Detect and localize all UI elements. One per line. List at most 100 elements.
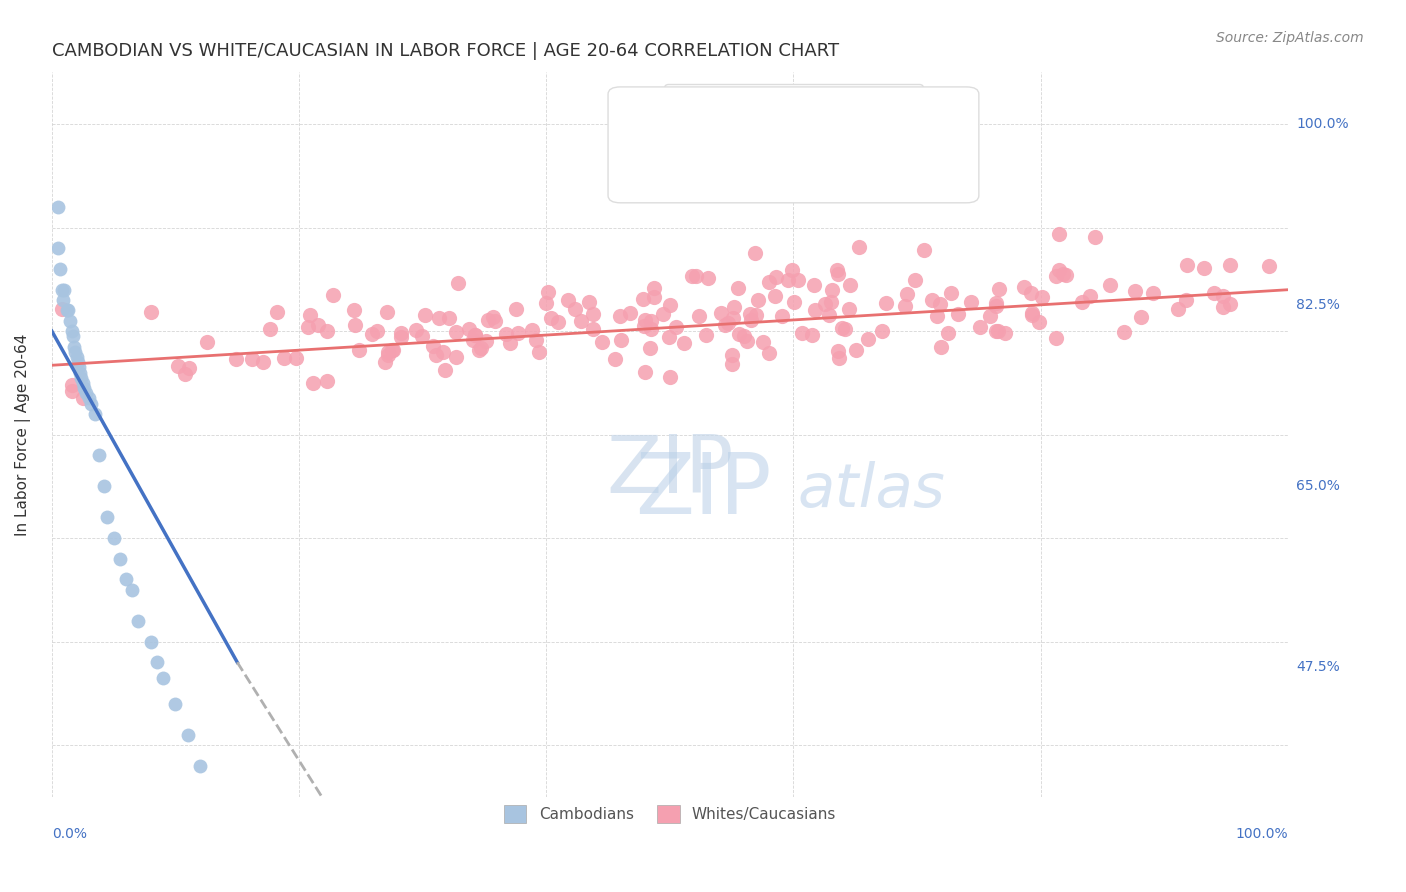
Point — [633, 318, 655, 333]
Point — [56, 303, 79, 318]
Legend: Cambodians, Whites/Caucasians: Cambodians, Whites/Caucasians — [495, 796, 845, 832]
Point — [316, 374, 339, 388]
Point — [96, 510, 118, 524]
Point — [582, 307, 605, 321]
Point — [695, 328, 717, 343]
Point — [481, 310, 503, 324]
Point — [912, 243, 935, 257]
Point — [658, 298, 681, 312]
Point — [477, 313, 499, 327]
Point — [896, 286, 918, 301]
Text: 47.5%: 47.5% — [1296, 660, 1340, 674]
Point — [534, 296, 557, 310]
Point — [578, 295, 600, 310]
Point — [374, 355, 396, 369]
Point — [527, 344, 550, 359]
Point — [225, 352, 247, 367]
Point — [817, 308, 839, 322]
Point — [782, 262, 804, 277]
Point — [557, 293, 579, 308]
Point — [1047, 262, 1070, 277]
Point — [343, 302, 366, 317]
Point — [46, 241, 69, 255]
Point — [524, 333, 547, 347]
Text: ZIP: ZIP — [606, 432, 734, 510]
Point — [904, 273, 927, 287]
Point — [1078, 289, 1101, 303]
Point — [177, 360, 200, 375]
Point — [959, 295, 981, 310]
Point — [59, 314, 82, 328]
Point — [745, 309, 768, 323]
Point — [619, 306, 641, 320]
Point — [55, 303, 77, 318]
Point — [827, 267, 849, 281]
Point — [411, 329, 433, 343]
Point — [108, 551, 131, 566]
Text: 100.0%: 100.0% — [1296, 117, 1348, 131]
Point — [720, 348, 742, 362]
Point — [582, 322, 605, 336]
Point — [377, 345, 399, 359]
Point — [69, 366, 91, 380]
Point — [747, 293, 769, 308]
Point — [73, 381, 96, 395]
Point — [640, 322, 662, 336]
Point — [605, 352, 627, 367]
Point — [1167, 301, 1189, 316]
Point — [51, 301, 73, 316]
Point — [87, 448, 110, 462]
Point — [139, 634, 162, 648]
Point — [752, 334, 775, 349]
Point — [540, 310, 562, 325]
Point — [366, 324, 388, 338]
Point — [987, 324, 1010, 338]
Point — [1052, 268, 1074, 282]
Point — [1129, 310, 1152, 325]
Point — [139, 304, 162, 318]
Point — [433, 363, 456, 377]
Point — [609, 334, 631, 348]
Point — [1054, 268, 1077, 283]
Point — [508, 326, 530, 340]
Point — [825, 263, 848, 277]
Point — [875, 295, 897, 310]
Point — [820, 295, 842, 310]
Point — [721, 310, 744, 325]
Point — [284, 351, 307, 365]
Point — [375, 304, 398, 318]
Point — [821, 283, 844, 297]
Point — [259, 322, 281, 336]
Point — [848, 240, 870, 254]
Point — [360, 326, 382, 341]
Point — [1142, 286, 1164, 301]
Point — [167, 359, 190, 374]
Point — [381, 343, 404, 357]
Text: CAMBODIAN VS WHITE/CAUCASIAN IN LABOR FORCE | AGE 20-64 CORRELATION CHART: CAMBODIAN VS WHITE/CAUCASIAN IN LABOR FO… — [52, 42, 839, 60]
Point — [1212, 300, 1234, 314]
FancyBboxPatch shape — [607, 87, 979, 202]
Point — [828, 351, 851, 366]
Point — [505, 301, 527, 316]
Point — [1045, 268, 1067, 283]
Point — [735, 334, 758, 348]
Point — [547, 315, 569, 329]
Point — [688, 309, 710, 323]
Point — [389, 330, 412, 344]
Point — [46, 200, 69, 214]
Point — [84, 407, 107, 421]
Point — [427, 311, 450, 326]
Point — [464, 327, 486, 342]
Point — [714, 318, 737, 332]
Text: Source: ZipAtlas.com: Source: ZipAtlas.com — [1216, 31, 1364, 45]
Point — [658, 330, 681, 344]
Point — [468, 343, 491, 357]
Point — [744, 246, 766, 260]
Point — [1047, 227, 1070, 241]
Point — [740, 313, 762, 327]
Point — [65, 350, 87, 364]
Point — [984, 295, 1007, 310]
Point — [638, 342, 661, 356]
Point — [831, 321, 853, 335]
Point — [301, 376, 323, 391]
